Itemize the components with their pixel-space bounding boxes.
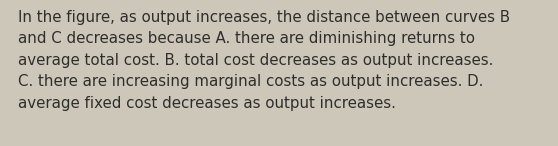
Text: average total cost. B. total cost decreases as output increases.: average total cost. B. total cost decrea… (18, 53, 493, 68)
Text: In the​ figure, as output​ increases, the distance between curves B: In the​ figure, as output​ increases, th… (18, 10, 510, 25)
Text: and C decreases because A. there are diminishing returns to: and C decreases because A. there are dim… (18, 32, 475, 46)
Text: average fixed cost decreases as output increases.: average fixed cost decreases as output i… (18, 96, 396, 111)
Text: C. there are increasing marginal costs as output increases. D.: C. there are increasing marginal costs a… (18, 74, 483, 89)
